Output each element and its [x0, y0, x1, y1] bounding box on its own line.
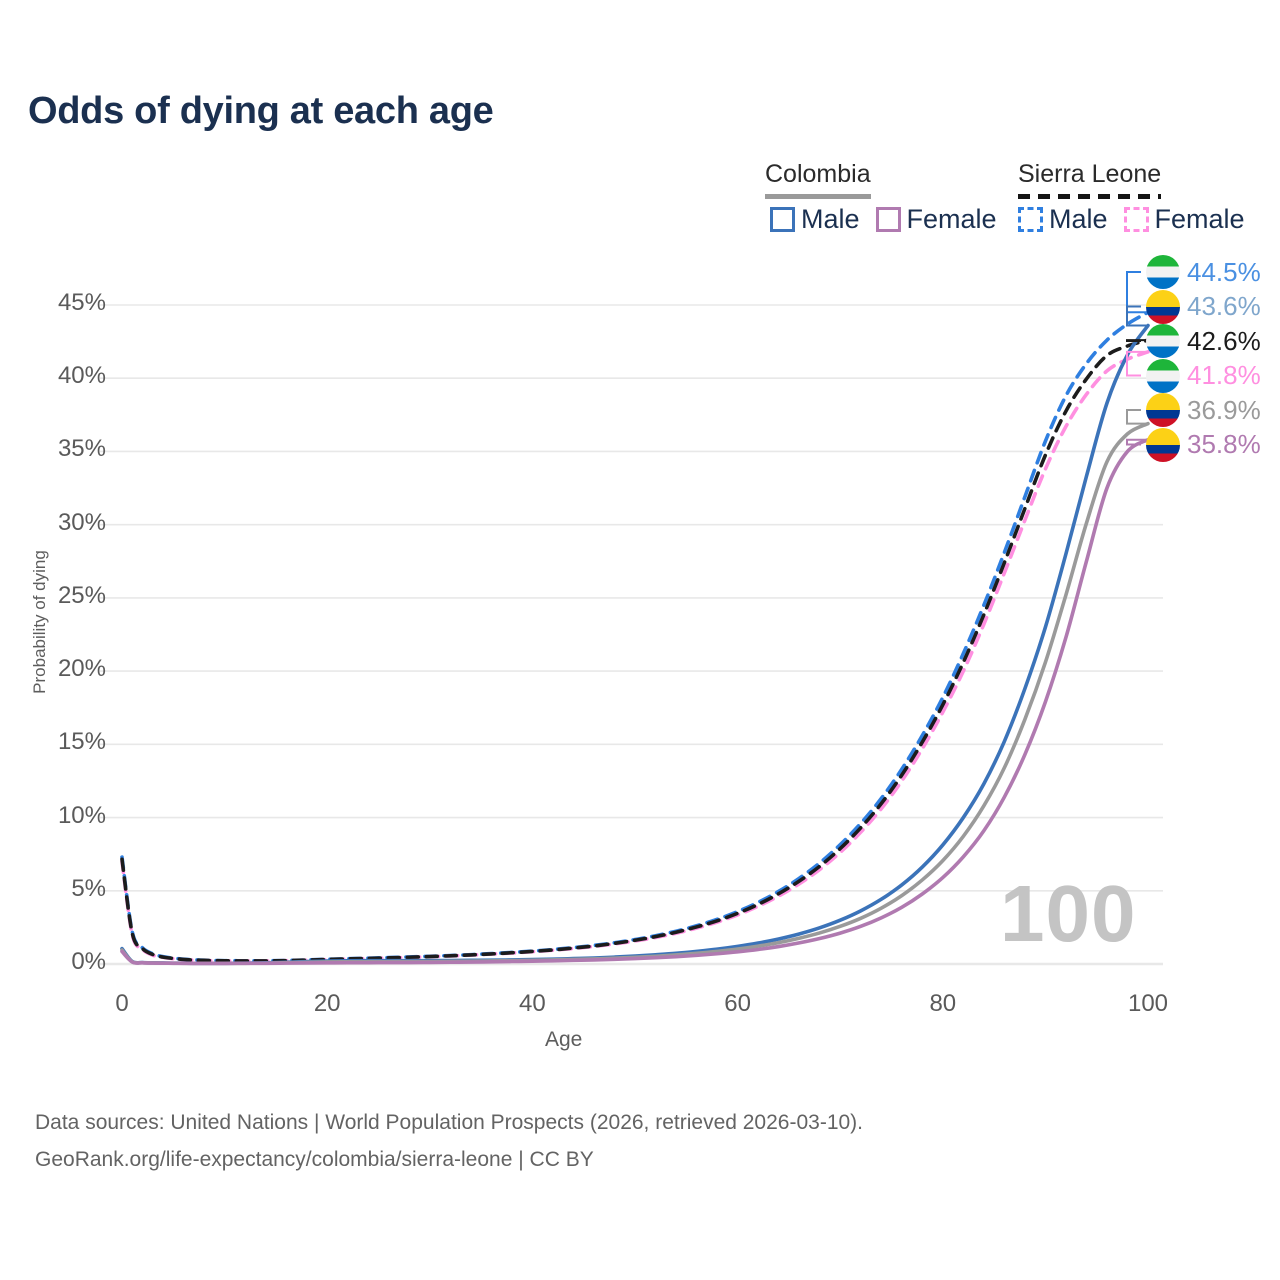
- sierra-leone-flag-icon: [1146, 358, 1180, 393]
- legend-group-sierra-leone: Sierra Leone Male Female: [1018, 160, 1245, 234]
- series-line: [120, 437, 1150, 966]
- series-line: [120, 421, 1150, 966]
- sierra-leone-flag-icon: [1146, 255, 1180, 289]
- legend-label-colombia-male: Male: [801, 204, 860, 234]
- y-tick-label: 5%: [71, 874, 106, 902]
- y-tick-label: 10%: [57, 801, 106, 829]
- legend-country-sierra-leone: Sierra Leone: [1018, 160, 1162, 188]
- x-tick-label: 0: [115, 990, 129, 1017]
- swatch-sierra-leone-male-icon: [1018, 207, 1043, 232]
- y-tick-label: 25%: [57, 581, 106, 609]
- series-line: [120, 323, 1150, 966]
- y-tick-label: 30%: [57, 508, 106, 536]
- end-label-value: 36.9%: [1187, 394, 1261, 425]
- end-label-row: 44.5%: [1146, 255, 1261, 289]
- leader-line: [1126, 350, 1148, 377]
- end-label-row: 35.8%: [1146, 427, 1261, 462]
- series-line: [120, 310, 1150, 963]
- colombia-flag-icon: [1146, 393, 1180, 427]
- swatch-sierra-leone-female-icon: [1123, 207, 1149, 232]
- series-lines: [120, 310, 1150, 966]
- gridlines: [100, 304, 1163, 966]
- y-tick-label: 20%: [57, 655, 106, 683]
- x-tick-label: 40: [519, 990, 546, 1017]
- end-label-row: 41.8%: [1146, 358, 1261, 393]
- x-tick-label: 20: [313, 990, 341, 1017]
- y-tick-label: 15%: [57, 728, 106, 756]
- footer-line-1: Data sources: United Nations | World Pop…: [35, 1111, 864, 1134]
- footer-sources: Data sources: United Nations | World Pop…: [35, 1105, 863, 1179]
- x-axis-label: Age: [545, 1028, 583, 1051]
- legend-item-colombia-male[interactable]: Male: [770, 204, 860, 235]
- legend-country-colombia: Colombia: [765, 160, 871, 188]
- end-label-row: 36.9%: [1146, 393, 1261, 427]
- footer-line-2: GeoRank.org/life-expectancy/colombia/sie…: [35, 1147, 594, 1171]
- x-tick-label: 60: [724, 990, 751, 1017]
- leader-line: [1126, 438, 1148, 446]
- leader-line: [1126, 271, 1148, 314]
- sierra-leone-flag-icon: [1146, 324, 1180, 358]
- legend-rule-sierra-leone: [1018, 194, 1162, 199]
- legend-group-colombia: Colombia Male Female: [765, 160, 997, 234]
- leader-line: [1126, 339, 1148, 342]
- leader-line: [1126, 409, 1148, 425]
- y-tick-label: 40%: [57, 362, 106, 390]
- legend-item-sierra-leone-female[interactable]: Female: [1123, 204, 1245, 235]
- legend-label-sierra-leone-female: Female: [1154, 204, 1245, 234]
- watermark-age: 100: [1000, 869, 1137, 958]
- page-title: Odds of dying at each age: [28, 90, 494, 132]
- end-label-row: 42.6%: [1146, 324, 1261, 358]
- colombia-flag-icon: [1146, 289, 1180, 324]
- y-tick-label: 35%: [57, 435, 106, 463]
- legend-label-sierra-leone-male: Male: [1049, 204, 1108, 234]
- leader-line: [1126, 305, 1148, 327]
- legend-label-colombia-female: Female: [906, 204, 997, 234]
- x-tick-label: 80: [929, 990, 957, 1017]
- y-axis-label: Probability of dying: [30, 550, 49, 694]
- swatch-colombia-female-icon: [875, 207, 901, 232]
- end-label-value: 41.8%: [1187, 360, 1261, 390]
- end-label-value: 35.8%: [1187, 429, 1261, 459]
- swatch-colombia-male-icon: [770, 207, 795, 232]
- colombia-flag-icon: [1146, 427, 1180, 462]
- end-label-value: 44.5%: [1187, 256, 1261, 287]
- legend-item-sierra-leone-male[interactable]: Male: [1018, 204, 1108, 235]
- end-label-value: 43.6%: [1187, 291, 1261, 321]
- end-label-row: 43.6%: [1146, 289, 1261, 324]
- series-line: [120, 338, 1150, 963]
- end-label-value: 42.6%: [1187, 325, 1261, 356]
- x-tick-label: 100: [1127, 990, 1169, 1017]
- y-tick-label: 45%: [57, 289, 106, 316]
- chart-legend: Colombia Male Female Sierra Leone Male: [760, 160, 1260, 245]
- series-line: [120, 350, 1150, 963]
- legend-item-colombia-female[interactable]: Female: [875, 204, 997, 235]
- legend-rule-colombia: [765, 194, 871, 199]
- leader-lines: [1126, 271, 1148, 446]
- y-tick-label: 0%: [71, 948, 106, 975]
